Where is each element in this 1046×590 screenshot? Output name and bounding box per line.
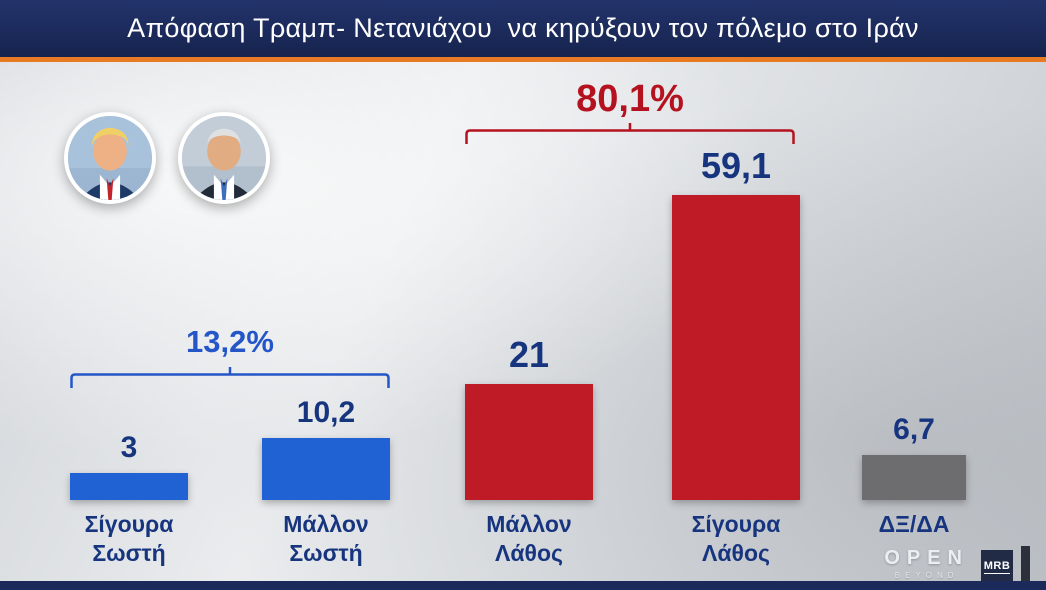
bar-category-label: Σίγουρα Σωστή [84, 511, 174, 566]
group-total-wrong: 80,1% [576, 78, 684, 120]
bar-value-label: 6,7 [893, 413, 935, 446]
orange-accent-line [0, 57, 1046, 62]
bracket-wrong [465, 123, 795, 146]
bar-category-label: Σίγουρα Λάθος [691, 511, 781, 566]
mrb-logo: MRB [981, 550, 1013, 584]
bar-column-mallon-sosti: 10,2 Μάλλον Σωστή [262, 396, 390, 566]
open-logo-text: OPEN [884, 547, 969, 569]
bar-sigoura-sosti [70, 473, 188, 500]
bar-sigoura-lathos [672, 195, 800, 500]
bar-mallon-lathos [465, 384, 593, 500]
footer-logos: OPEN BEYOND MRB [884, 546, 1030, 584]
trump-photo [64, 112, 156, 204]
bracket-correct [70, 367, 390, 390]
netanyahu-photo [178, 112, 270, 204]
bottom-navy-strip [0, 581, 1046, 590]
bar-value-label: 3 [120, 431, 138, 464]
bar-column-dxda: 6,7 ΔΞ/ΔΑ [862, 413, 966, 537]
bar-column-mallon-lathos: 21 Μάλλον Λάθος [465, 334, 593, 566]
bar-dxda [862, 455, 966, 500]
open-channel-logo: OPEN BEYOND [884, 547, 969, 580]
footer-divider-mark [1021, 546, 1030, 584]
leader-photos [64, 112, 270, 204]
open-beyond-text: BEYOND [894, 571, 959, 580]
title-bar: Απόφαση Τραμπ- Νετανιάχου να κηρύξουν το… [0, 0, 1046, 57]
bar-value-label: 21 [508, 334, 550, 375]
bar-column-sigoura-lathos: 59,1 Σίγουρα Λάθος [672, 145, 800, 566]
bar-mallon-sosti [262, 438, 390, 500]
bar-category-label: ΔΞ/ΔΑ [878, 511, 950, 537]
bar-value-label: 10,2 [296, 396, 356, 429]
mrb-logo-text: MRB [983, 560, 1011, 574]
bar-value-label: 59,1 [700, 145, 772, 186]
bar-column-sigoura-sosti: 3 Σίγουρα Σωστή [70, 431, 188, 566]
bar-category-label: Μάλλον Σωστή [283, 511, 369, 566]
group-total-correct: 13,2% [186, 324, 274, 359]
bar-category-label: Μάλλον Λάθος [486, 511, 572, 566]
page-title: Απόφαση Τραμπ- Νετανιάχου να κηρύξουν το… [127, 13, 919, 43]
